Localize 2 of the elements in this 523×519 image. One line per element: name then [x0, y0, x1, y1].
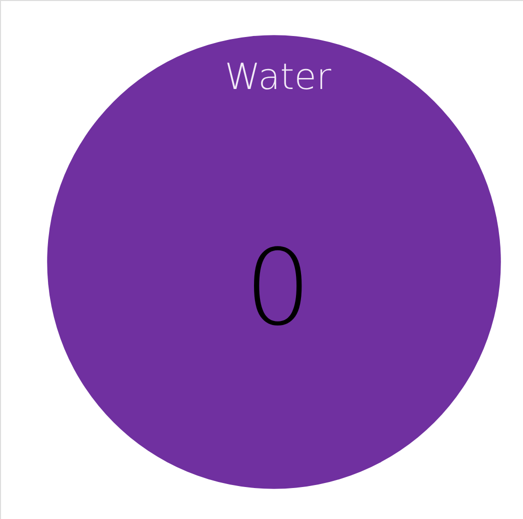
- data-label: 0: [244, 227, 312, 349]
- category-label: Water: [224, 57, 332, 98]
